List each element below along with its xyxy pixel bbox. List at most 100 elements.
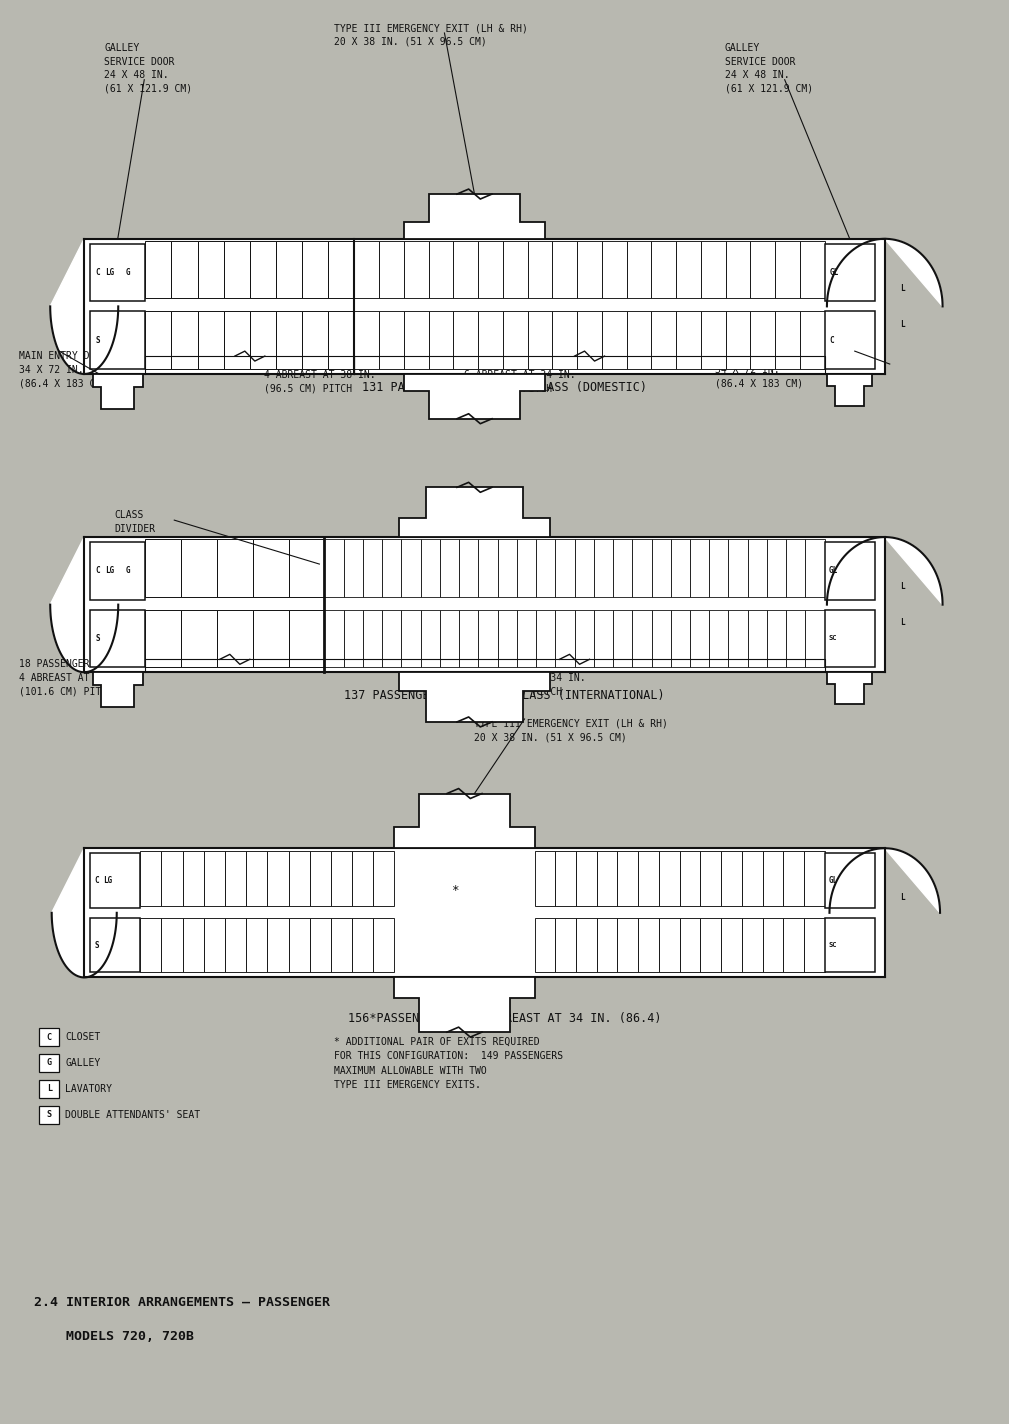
Bar [39, 1105, 60, 1124]
Bar [701, 241, 725, 299]
Bar [721, 852, 742, 906]
Text: LG: LG [105, 567, 114, 575]
Bar [183, 852, 204, 906]
Bar [652, 241, 676, 299]
Text: C: C [46, 1032, 51, 1041]
Bar [161, 918, 183, 973]
Bar [198, 241, 224, 299]
Text: MAIN ENTRY DOOR
34 X 72 IN.
(86.4 X 183 CM): MAIN ENTRY DOOR 34 X 72 IN. (86.4 X 183 … [19, 352, 107, 389]
Bar [421, 609, 440, 668]
Polygon shape [827, 672, 872, 703]
Bar [552, 312, 577, 369]
Bar [613, 609, 633, 668]
Bar [633, 609, 652, 668]
Bar [786, 540, 805, 597]
Text: L: L [900, 582, 904, 591]
Bar [577, 241, 602, 299]
Bar [652, 540, 671, 597]
Bar [302, 312, 328, 369]
Bar [593, 540, 613, 597]
Bar [709, 540, 728, 597]
Bar [478, 609, 497, 668]
Bar [224, 241, 250, 299]
Bar [690, 540, 709, 597]
Text: 2.4 INTERIOR ARRANGEMENTS — PASSENGER: 2.4 INTERIOR ARRANGEMENTS — PASSENGER [34, 1296, 330, 1309]
Bar [250, 312, 276, 369]
Bar [775, 241, 800, 299]
Bar [574, 540, 593, 597]
Bar [555, 609, 574, 668]
Bar [763, 852, 783, 906]
Bar [181, 609, 217, 668]
Bar [671, 540, 690, 597]
Text: CLOSET: CLOSET [66, 1032, 101, 1042]
Polygon shape [93, 375, 142, 409]
Polygon shape [395, 977, 535, 1032]
Bar [786, 609, 805, 668]
Bar [310, 852, 331, 906]
Bar [198, 312, 224, 369]
Bar [267, 918, 289, 973]
Bar [429, 312, 453, 369]
Text: L: L [900, 320, 904, 329]
Text: DOUBLE ATTENDANTS' SEAT: DOUBLE ATTENDANTS' SEAT [66, 1109, 201, 1119]
Bar [252, 609, 289, 668]
Bar [652, 312, 676, 369]
Polygon shape [51, 849, 117, 977]
Text: L: L [900, 283, 904, 293]
Text: S: S [95, 634, 100, 642]
Bar [502, 312, 528, 369]
Text: GALLEY
SERVICE DOOR
24 X 48 IN.
(61 X 121.9 CM): GALLEY SERVICE DOOR 24 X 48 IN. (61 X 12… [724, 43, 813, 94]
Bar [602, 241, 627, 299]
Bar [783, 852, 804, 906]
Polygon shape [400, 672, 550, 722]
Bar [680, 852, 700, 906]
Bar [528, 312, 552, 369]
Bar [328, 312, 354, 369]
Text: * ADDITIONAL PAIR OF EXITS REQUIRED
FOR THIS CONFIGURATION:  149 PASSENGERS
MAXI: * ADDITIONAL PAIR OF EXITS REQUIRED FOR … [334, 1037, 563, 1091]
Bar [289, 540, 324, 597]
Bar [751, 312, 775, 369]
Bar [824, 244, 875, 302]
Polygon shape [827, 537, 942, 672]
Text: G: G [125, 268, 130, 278]
Bar [181, 540, 217, 597]
Bar [574, 609, 593, 668]
Text: L: L [900, 893, 904, 903]
Bar [593, 609, 613, 668]
Bar [379, 312, 404, 369]
Polygon shape [827, 239, 942, 375]
Text: 18 PASSENGERS
4 ABREAST AT 40 IN.
(101.6 CM) PITCH: 18 PASSENGERS 4 ABREAST AT 40 IN. (101.6… [19, 659, 131, 696]
Bar [246, 852, 267, 906]
Bar [39, 1079, 60, 1098]
Bar [535, 918, 555, 973]
Bar [90, 609, 145, 668]
Bar [652, 609, 671, 668]
Text: 119 PASSENGERS
6 ABREAST AT 34 IN.
(86.4 CM) PITCH: 119 PASSENGERS 6 ABREAST AT 34 IN. (86.4… [474, 659, 586, 696]
Bar [204, 918, 225, 973]
Bar [659, 918, 680, 973]
Text: GALLEY: GALLEY [66, 1058, 101, 1068]
Bar [324, 540, 344, 597]
Polygon shape [827, 375, 872, 406]
Bar [225, 918, 246, 973]
Polygon shape [405, 194, 545, 239]
Bar [659, 852, 680, 906]
Bar [250, 241, 276, 299]
Bar [421, 540, 440, 597]
Polygon shape [93, 672, 142, 708]
Bar [728, 540, 748, 597]
Polygon shape [50, 537, 118, 672]
Bar [373, 852, 395, 906]
Bar [805, 540, 824, 597]
Bar [700, 852, 721, 906]
Bar [497, 540, 517, 597]
Bar [742, 852, 763, 906]
Bar [204, 852, 225, 906]
Bar [354, 312, 379, 369]
Bar [440, 609, 459, 668]
Bar [183, 918, 204, 973]
Text: G: G [125, 567, 130, 575]
Bar [596, 852, 618, 906]
Text: S: S [95, 336, 100, 345]
